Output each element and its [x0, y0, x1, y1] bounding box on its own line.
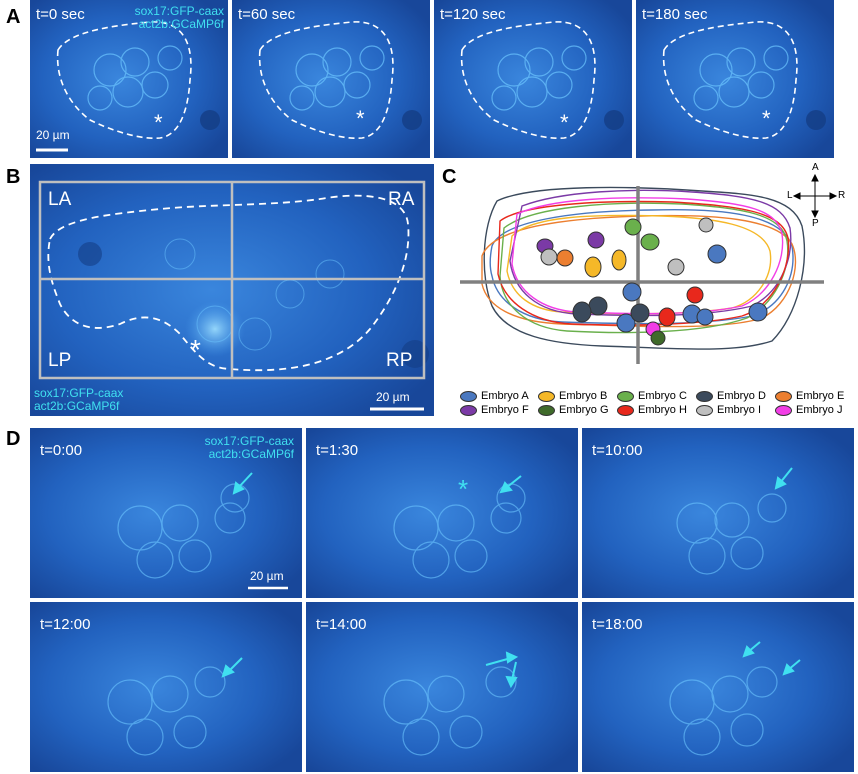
channel-label-1: sox17:GFP-caax — [134, 4, 224, 18]
legend-item: Embryo G — [538, 404, 609, 416]
legend-item: Embryo H — [617, 404, 687, 416]
panel-a-frame-3: t=120 sec * — [434, 0, 632, 158]
quadrant-label-rp: RP — [386, 350, 413, 371]
channel-label-2: act2b:GCaMP6f — [208, 447, 294, 461]
legend-item: Embryo I — [696, 404, 761, 416]
panel-a-frame-1: t=0 sec sox17:GFP-caax act2b:GCaMP6f * 2… — [30, 0, 228, 158]
legend-item: Embryo B — [538, 390, 607, 402]
legend-swatch-icon — [617, 404, 634, 416]
panel-d-frame-3: t=10:00 — [582, 428, 854, 598]
panel-c-diagram: A P L R — [452, 162, 852, 371]
compass-left: L — [787, 190, 793, 201]
asterisk-marker: * — [190, 334, 201, 365]
panel-a-frame-4: t=180 sec * — [636, 0, 834, 158]
asterisk-marker: * — [154, 110, 163, 135]
legend-item: Embryo F — [460, 404, 529, 416]
legend-swatch-icon — [460, 404, 477, 416]
time-label: t=180 sec — [642, 6, 708, 23]
channel-label-1: sox17:GFP-caax — [34, 386, 124, 400]
channel-label-1: sox17:GFP-caax — [204, 434, 294, 448]
legend-item: Embryo A — [460, 390, 529, 402]
time-label: t=1:30 — [316, 442, 359, 459]
panel-letter-c: C — [442, 166, 457, 188]
legend-item: Embryo E — [775, 390, 844, 402]
legend-swatch-icon — [696, 390, 713, 402]
asterisk-marker: * — [560, 110, 569, 135]
panel-letter-d: D — [6, 428, 21, 450]
time-label: t=10:00 — [592, 442, 643, 459]
quadrant-label-ra: RA — [388, 189, 415, 210]
time-label: t=120 sec — [440, 6, 506, 23]
legend-swatch-icon — [617, 390, 634, 402]
quadrant-label-la: LA — [48, 189, 72, 210]
time-label: t=0:00 — [40, 442, 83, 459]
legend-swatch-icon — [538, 404, 555, 416]
panel-d-frame-1: t=0:00 sox17:GFP-caax act2b:GCaMP6f 20 µ… — [30, 428, 302, 598]
scale-bar-label: 20 µm — [36, 128, 70, 142]
channel-label-2: act2b:GCaMP6f — [34, 399, 120, 413]
compass-anterior: A — [812, 162, 819, 173]
legend-swatch-icon — [775, 390, 792, 402]
panel-d-frame-6: t=18:00 — [582, 602, 854, 772]
time-label: t=18:00 — [592, 616, 643, 633]
legend-swatch-icon — [538, 390, 555, 402]
time-label: t=12:00 — [40, 616, 91, 633]
panel-letter-a: A — [6, 6, 21, 28]
legend-item: Embryo J — [775, 404, 842, 416]
scale-bar-label: 20 µm — [376, 390, 410, 404]
asterisk-marker: * — [458, 474, 469, 504]
time-label: t=0 sec — [36, 6, 85, 23]
legend-item: Embryo C — [617, 390, 687, 402]
scale-bar-label: 20 µm — [250, 569, 284, 583]
panel-d-frame-2: t=1:30 * — [306, 428, 578, 598]
channel-label-2: act2b:GCaMP6f — [138, 17, 224, 31]
time-label: t=14:00 — [316, 616, 367, 633]
panel-letter-b: B — [6, 166, 21, 188]
panel-d-frame-4: t=12:00 — [30, 602, 302, 772]
compass-posterior: P — [812, 218, 819, 229]
panel-d-frame-5: t=14:00 — [306, 602, 578, 772]
legend-swatch-icon — [775, 404, 792, 416]
asterisk-marker: * — [762, 106, 771, 131]
asterisk-marker: * — [356, 106, 365, 131]
panel-a-frame-2: t=60 sec * — [232, 0, 430, 158]
legend-swatch-icon — [696, 404, 713, 416]
quadrant-label-lp: LP — [48, 350, 72, 371]
legend-swatch-icon — [460, 390, 477, 402]
time-label: t=60 sec — [238, 6, 296, 23]
legend-item: Embryo D — [696, 390, 766, 402]
compass-right: R — [838, 190, 846, 201]
panel-b-image: LA RA LP RP * sox17:GFP-caax act2b:GCaMP… — [30, 164, 434, 416]
